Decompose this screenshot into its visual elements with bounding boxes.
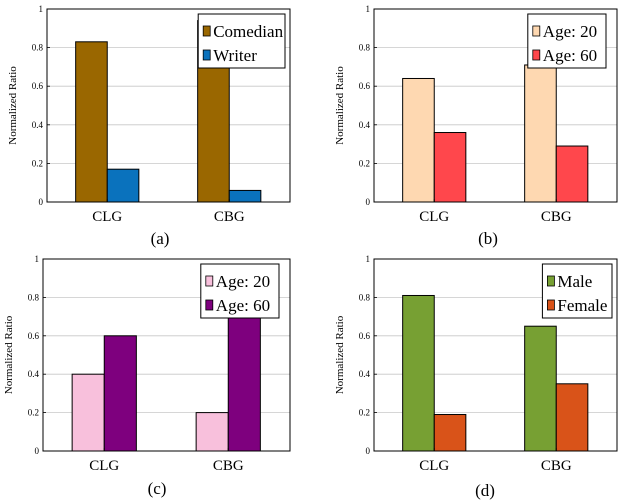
bar-age-20-cbg <box>195 412 229 452</box>
y-tick-label: 1 <box>366 254 371 264</box>
y-tick-label: 0 <box>366 197 371 207</box>
x-category-label: CLG <box>92 209 122 225</box>
legend-label: Age: 60 <box>216 296 270 315</box>
y-tick-label: 0.2 <box>28 408 39 418</box>
x-category-label: CBG <box>214 209 245 225</box>
y-tick-label: 0.2 <box>359 408 370 418</box>
plot-frame <box>42 258 291 452</box>
plot-frame <box>373 8 618 203</box>
chart-panel-d: 0 0.2 0.4 0.6 0.8 1 CLG CBG Normalized Ratio (d) M… <box>334 254 618 500</box>
y-tick-label: 0.2 <box>359 158 370 168</box>
bar-female-cbg <box>555 383 589 452</box>
bar-writer-cbg <box>228 189 262 203</box>
y-tick-label: 0.4 <box>359 369 371 379</box>
y-tick-label: 0.8 <box>28 292 40 302</box>
plot-frame <box>46 8 291 203</box>
legend-label: Female <box>557 296 607 315</box>
y-tick-label: 0.6 <box>32 81 44 91</box>
legend-box <box>197 13 286 69</box>
bar-female-clg <box>433 414 467 452</box>
y-tick-label: 1 <box>35 254 40 264</box>
y-axis-label: Normalized Ratio <box>7 66 19 145</box>
legend-box <box>527 13 607 69</box>
x-category-label: CLG <box>419 458 449 474</box>
legend-label: Writer <box>213 46 257 65</box>
x-category-label: CBG <box>541 458 572 474</box>
legend-swatch <box>547 299 555 311</box>
bar-age-60-clg <box>433 132 467 203</box>
y-tick-label: 0 <box>366 446 371 456</box>
legend-box <box>200 263 280 319</box>
panel-caption: (b) <box>478 229 498 248</box>
panel-caption: (c) <box>148 479 167 498</box>
y-tick-label: 0 <box>35 446 40 456</box>
bar-comedian-clg <box>75 41 108 203</box>
bar-age-20-cbg <box>524 64 557 203</box>
legend-swatch <box>205 299 214 311</box>
y-tick-label: 0.8 <box>359 292 371 302</box>
bar-age-20-clg <box>402 77 435 203</box>
y-axis-label: Normalized Ratio <box>334 66 346 145</box>
legend-label: Comedian <box>213 22 283 41</box>
bar-writer-clg <box>106 168 140 203</box>
y-tick-label: 0 <box>39 197 44 207</box>
bar-age-20-clg <box>71 373 105 452</box>
legend-label: Age: 20 <box>543 22 597 41</box>
y-tick-label: 0.4 <box>28 369 40 379</box>
y-tick-label: 0.8 <box>32 43 44 53</box>
legend-label: Age: 20 <box>216 272 270 291</box>
y-tick-label: 0.6 <box>359 331 371 341</box>
bar-male-cbg <box>524 325 557 452</box>
y-tick-label: 0.6 <box>359 81 371 91</box>
legend-swatch <box>547 275 555 287</box>
y-tick-label: 0.4 <box>32 120 44 130</box>
y-tick-label: 1 <box>366 4 371 14</box>
y-axis-label: Normalized Ratio <box>3 315 15 394</box>
chart-panel-c: 0 0.2 0.4 0.6 0.8 1 CLG CBG Normalized Ratio (c) A… <box>3 254 291 498</box>
legend-label: Age: 60 <box>543 46 597 65</box>
x-category-label: CLG <box>89 458 119 474</box>
y-tick-label: 0.8 <box>359 43 371 53</box>
legend-swatch <box>202 25 211 37</box>
x-category-label: CBG <box>541 209 572 225</box>
chart-panel-a: 0 0.2 0.4 0.6 0.8 1 CLG CBG Normalized Ratio (a) C… <box>7 4 291 248</box>
y-tick-label: 0.6 <box>28 331 40 341</box>
legend-swatch <box>202 49 211 61</box>
legend-swatch <box>532 25 541 37</box>
bar-age-60-cbg <box>555 145 589 203</box>
legend-swatch <box>205 275 214 287</box>
bar-male-clg <box>402 294 435 452</box>
y-axis-label: Normalized Ratio <box>334 315 346 394</box>
plot-frame <box>373 258 618 452</box>
chart-panel-b: 0 0.2 0.4 0.6 0.8 1 CLG CBG Normalized Ratio (b) A… <box>334 4 618 248</box>
bar-age-60-cbg <box>227 296 261 452</box>
y-tick-label: 0.4 <box>359 120 371 130</box>
x-category-label: CBG <box>213 458 244 474</box>
legend-swatch <box>532 49 541 61</box>
y-tick-label: 1 <box>39 4 44 14</box>
y-tick-label: 0.2 <box>32 158 43 168</box>
bar-age-60-clg <box>103 335 137 452</box>
legend-label: Male <box>557 272 592 291</box>
x-category-label: CLG <box>419 209 449 225</box>
panel-caption: (d) <box>475 481 495 500</box>
panel-caption: (a) <box>151 229 170 248</box>
